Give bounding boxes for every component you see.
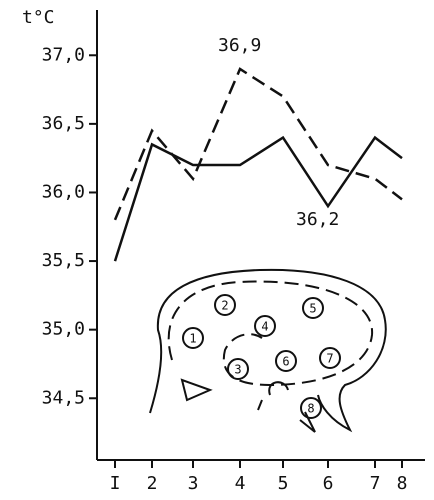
x-tick-label: 7	[370, 473, 381, 494]
inset-diagram: 1 2 3 4 5 6 7 8	[150, 270, 386, 432]
x-tick-label: I	[110, 473, 121, 494]
x-tick-label: 3	[188, 473, 199, 494]
annotation: 36,2	[296, 209, 339, 230]
x-tick-label: 5	[278, 473, 289, 494]
ear-detail	[258, 382, 288, 410]
y-axis-label: t°C	[22, 7, 55, 28]
x-tick-label: 2	[147, 473, 158, 494]
electrode-label: 3	[234, 363, 241, 377]
y-tick-label: 36,0	[42, 181, 85, 202]
y-tick-label: 34,5	[42, 387, 85, 408]
y-tick-label: 36,5	[42, 113, 85, 134]
electrode-label: 8	[307, 402, 314, 416]
electrode-label: 7	[326, 352, 333, 366]
chart: t°C 36,9 36,2 1 2 3 4 5 6 7 8 34,535,035…	[0, 0, 434, 500]
electrode-label: 2	[221, 299, 228, 313]
y-tick-label: 37,0	[42, 44, 85, 65]
electrode-label: 5	[309, 302, 316, 316]
ear-marks	[182, 380, 315, 432]
y-tick-label: 35,0	[42, 319, 85, 340]
electrode-label: 4	[261, 320, 268, 334]
x-tick-label: 4	[235, 473, 246, 494]
head-outline	[150, 270, 386, 430]
series-line	[115, 69, 402, 220]
x-tick-label: 8	[397, 473, 408, 494]
y-tick-label: 35,5	[42, 250, 85, 271]
annotation: 36,9	[218, 35, 261, 56]
x-tick-label: 6	[323, 473, 334, 494]
series-line	[115, 138, 402, 261]
electrode-label: 1	[189, 332, 196, 346]
electrode-label: 6	[282, 355, 289, 369]
